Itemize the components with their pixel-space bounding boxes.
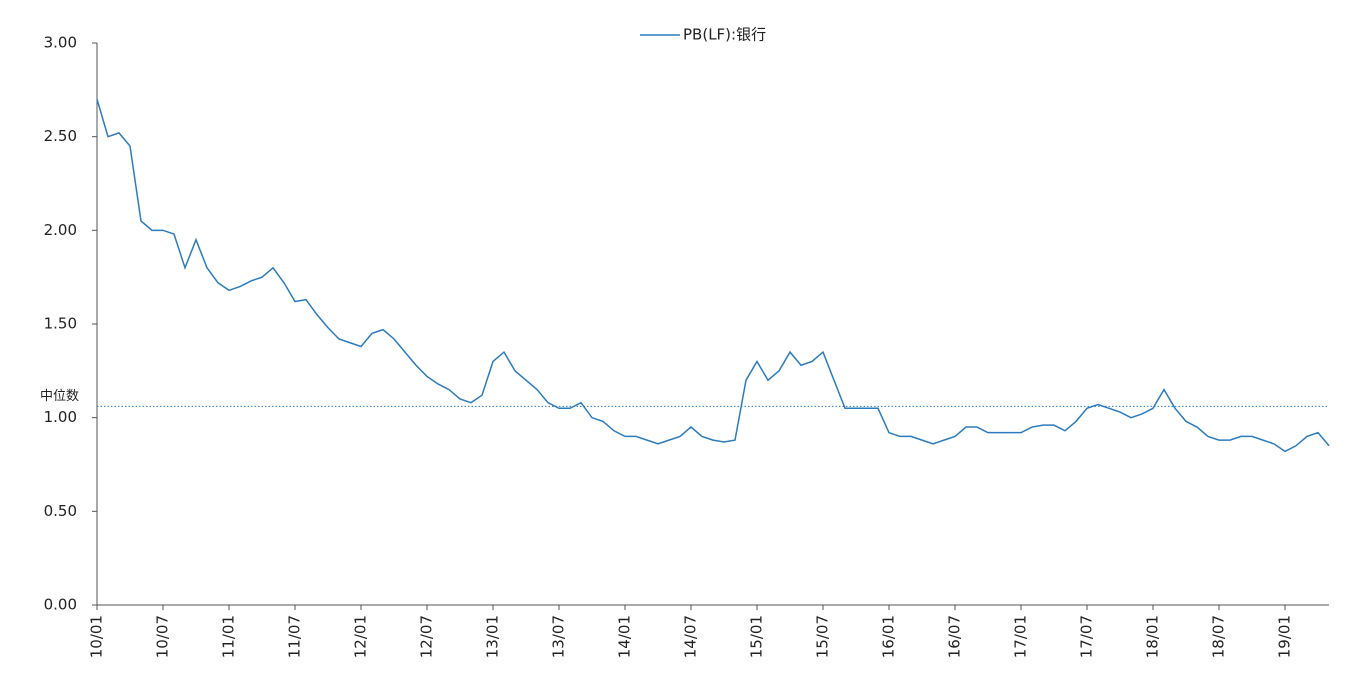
x-tick-label: 14/07 [682,615,700,658]
y-tick-label: 3.00 [44,34,77,52]
x-tick-label: 16/01 [880,615,898,658]
x-tick-label: 18/01 [1144,615,1162,658]
y-tick-label: 2.50 [44,127,77,145]
x-tick-label: 10/01 [88,615,106,658]
series-line [96,98,1330,453]
x-tick-label: 11/07 [286,615,304,658]
x-tick-label: 12/07 [418,615,436,658]
y-tick-label: 0.50 [44,502,77,520]
x-tick-label: 17/07 [1078,615,1096,658]
y-tick-label: 0.00 [44,596,77,614]
x-tick-label: 12/01 [352,615,370,658]
x-tick-label: 17/01 [1012,615,1030,658]
median-label: 中位数 [40,389,79,404]
y-tick-label: 2.00 [44,221,77,239]
x-tick-label: 14/01 [616,615,634,658]
x-tick-label: 15/07 [814,615,832,658]
x-tick-label: 13/07 [550,615,568,658]
x-tick-label: 10/07 [154,615,172,658]
x-tick-label: 11/01 [220,615,238,658]
x-tick-label: 19/01 [1276,615,1294,658]
x-tick-label: 16/07 [946,615,964,658]
x-tick-label: 18/07 [1210,615,1228,658]
y-tick-label: 1.00 [44,408,77,426]
x-tick-label: 15/01 [748,615,766,658]
x-tick-label: 13/01 [484,615,502,658]
legend-label: PB(LF):银行 [683,26,766,44]
y-tick-label: 1.50 [44,315,77,333]
